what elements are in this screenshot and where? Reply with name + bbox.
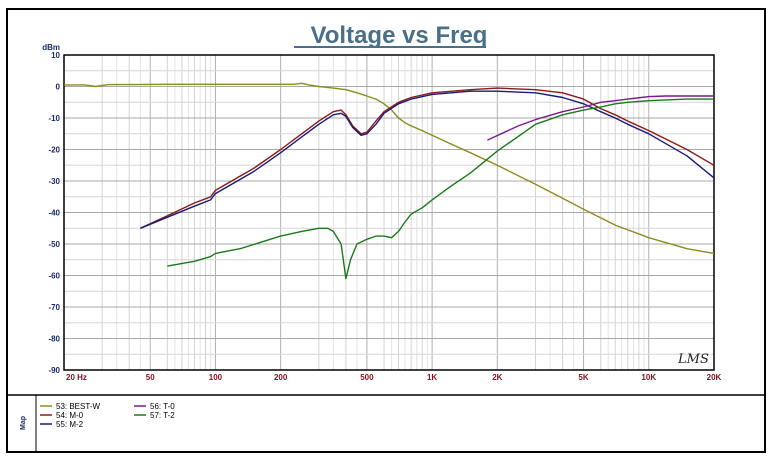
x-tick-label: 500 <box>360 373 374 382</box>
x-tick-label: 20K <box>707 373 722 382</box>
legend: 53: BEST-W54: M-055: M-2 56: T-057: T-2 <box>40 402 175 429</box>
y-tick-label: -40 <box>48 209 60 218</box>
y-tick-label: -80 <box>48 335 60 344</box>
y-tick-label: -20 <box>48 146 60 155</box>
grid <box>63 54 715 371</box>
x-tick-label: 10K <box>641 373 656 382</box>
chart-frame: Voltage vs Freq dBm 10 0 -10 -20 -30 -40 -50 -6… <box>6 8 766 453</box>
plot-border <box>63 54 715 371</box>
legend-entry: 53: BEST-W <box>56 402 100 411</box>
y-axis-label: dBm <box>42 43 60 52</box>
y-tick-label: -70 <box>48 303 60 312</box>
legend-entry: 57: T-2 <box>150 411 175 420</box>
x-tick-label: 1K <box>427 373 437 382</box>
series-line <box>167 98 714 280</box>
legend-entry: 56: T-0 <box>150 402 175 411</box>
y-tick-label: -30 <box>48 177 60 186</box>
chart-title: Voltage vs Freq <box>311 22 488 49</box>
x-tick-label: 50 <box>146 373 155 382</box>
x-tick-label: 20 Hz <box>66 373 87 382</box>
y-tick-label: -10 <box>48 114 60 123</box>
x-tick-labels: 20 Hz 50 100 200 500 1K 2K 5K 10K 20K <box>66 373 722 382</box>
y-tick-label: -90 <box>48 366 60 375</box>
series-line <box>487 95 714 141</box>
y-tick-label: 0 <box>56 83 61 92</box>
chart: Voltage vs Freq dBm 100-10-20-30-40-50-6… <box>8 22 764 451</box>
map-side-label: Map <box>20 416 27 430</box>
series-line <box>140 90 715 229</box>
legend-entry: 55: M-2 <box>56 420 84 429</box>
series-line <box>140 87 715 229</box>
legend-entry: 54: M-0 <box>56 411 84 420</box>
x-tick-label: 200 <box>274 373 288 382</box>
series-line <box>64 82 715 255</box>
y-tick-label: -60 <box>48 272 60 281</box>
series-lines <box>64 82 715 280</box>
x-tick-label: 5K <box>578 373 588 382</box>
y-tick-label: -50 <box>48 240 60 249</box>
x-tick-label: 2K <box>492 373 502 382</box>
lms-watermark: LMS <box>677 352 709 367</box>
y-tick-label: 10 <box>51 51 60 60</box>
x-tick-label: 100 <box>209 373 223 382</box>
y-tick-labels: 10 0 -10 -20 -30 -40 -50 -60 -70 -80 -90 <box>48 51 60 375</box>
